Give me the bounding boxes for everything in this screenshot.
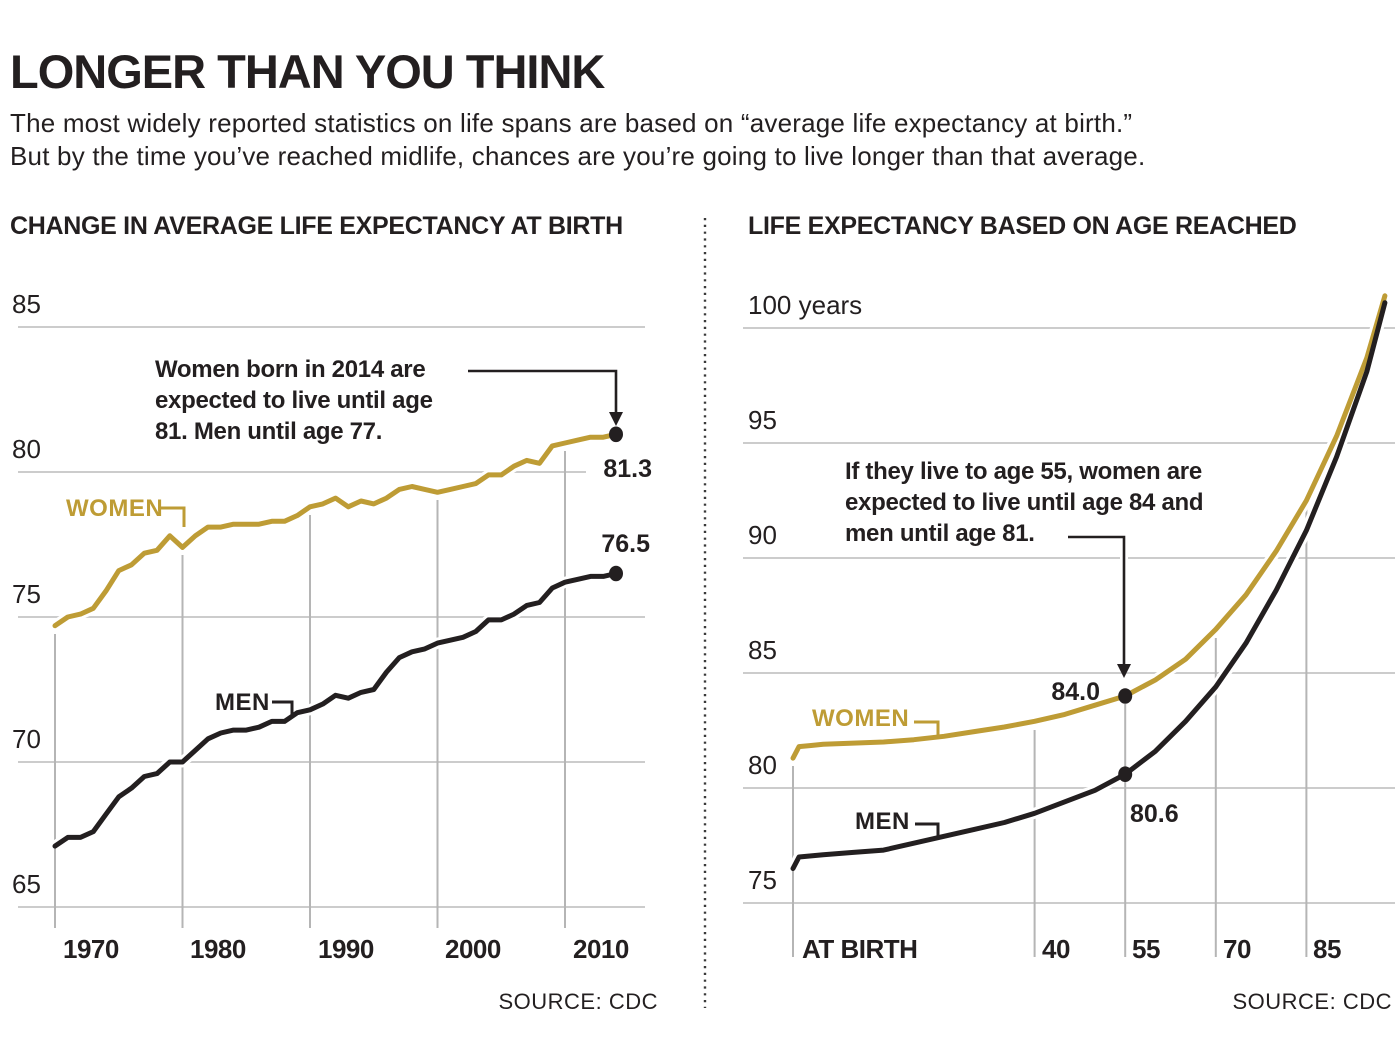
left-men-value-label: 76.5	[601, 530, 650, 558]
right-y-tick-80: 80	[748, 750, 777, 780]
right-annotation-line-2: expected to live until age 84 and	[845, 489, 1204, 516]
right-chart-title: LIFE EXPECTANCY BASED ON AGE REACHED	[748, 212, 1297, 240]
left-y-tick-80: 80	[12, 434, 41, 464]
left-x-tick-1970: 1970	[63, 934, 119, 964]
left-women-value-label: 81.3	[586, 455, 654, 484]
left-y-tick-75: 75	[12, 579, 41, 609]
right-x-tick-at-birth: AT BIRTH	[802, 934, 918, 964]
right-x-tick-70: 70	[1223, 934, 1251, 964]
right-women-series-label: WOMEN	[812, 705, 910, 732]
right-x-tick-85: 85	[1313, 934, 1341, 964]
left-y-tick-85: 85	[12, 289, 41, 319]
left-source-credit: SOURCE: CDC	[498, 989, 658, 1014]
left-y-tick-70: 70	[12, 724, 41, 754]
right-source-credit: SOURCE: CDC	[1232, 989, 1392, 1014]
right-men-series-label: MEN	[855, 808, 910, 835]
left-women-series-label: WOMEN	[66, 495, 164, 522]
left-x-tick-1990: 1990	[318, 934, 374, 964]
right-annotation-line-1: If they live to age 55, women are	[845, 458, 1202, 485]
right-y-tick-95: 95	[748, 405, 777, 435]
left-x-tick-2000: 2000	[445, 934, 501, 964]
right-y-tick-75: 75	[748, 865, 777, 895]
left-annotation-line-2: expected to live until age	[155, 387, 433, 414]
right-y-tick-90: 90	[748, 520, 777, 550]
subtitle-line-2: But by the time you’ve reached midlife, …	[10, 141, 1146, 171]
left-annotation-line-1: Women born in 2014 are	[155, 356, 426, 383]
left-chart-title: CHANGE IN AVERAGE LIFE EXPECTANCY AT BIR…	[10, 212, 623, 240]
left-men-series-label: MEN	[215, 689, 270, 716]
subtitle-line-1: The most widely reported statistics on l…	[10, 108, 1133, 138]
right-y-tick-100: 100 years	[748, 290, 863, 320]
right-men-value-label: 80.6	[1130, 800, 1179, 828]
left-x-tick-2010: 2010	[573, 934, 629, 964]
left-x-tick-1980: 1980	[190, 934, 246, 964]
left-annotation-line-3: 81. Men until age 77.	[155, 418, 383, 445]
left-y-tick-65: 65	[12, 869, 41, 899]
right-x-tick-55: 55	[1132, 934, 1160, 964]
right-y-tick-85: 85	[748, 635, 777, 665]
right-women-value-label: 84.0	[1051, 678, 1100, 706]
right-x-tick-40: 40	[1042, 934, 1070, 964]
right-annotation-line-3: men until age 81.	[845, 520, 1035, 547]
page-title: LONGER THAN YOU THINK	[10, 45, 605, 98]
